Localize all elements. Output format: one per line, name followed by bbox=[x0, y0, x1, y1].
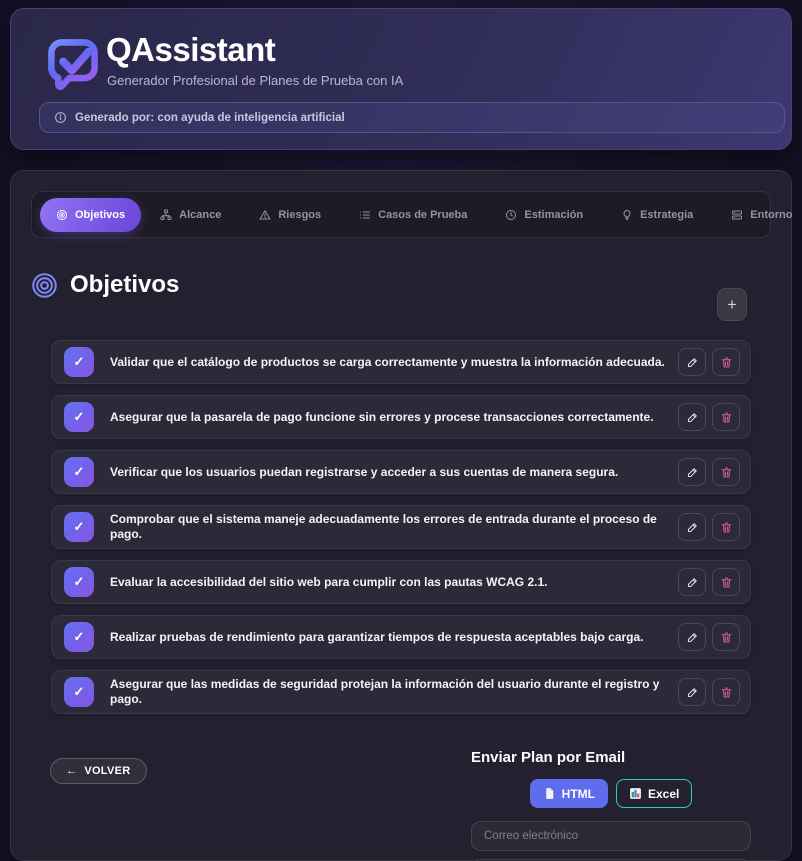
objective-checkbox[interactable]: ✓ bbox=[64, 677, 94, 707]
excel-chart-icon bbox=[630, 788, 641, 799]
edit-button[interactable] bbox=[678, 348, 706, 376]
email-input[interactable] bbox=[471, 821, 751, 851]
pencil-icon bbox=[687, 467, 697, 477]
delete-button[interactable] bbox=[712, 403, 740, 431]
trash-icon bbox=[721, 467, 731, 477]
tab-label: Estimación bbox=[524, 208, 584, 221]
header-card: QAssistant Generador Profesional de Plan… bbox=[10, 8, 792, 150]
tab-bar: Objetivos Alcance Riesgos Casos de Prueb… bbox=[31, 191, 792, 238]
tab-label: Casos de Prueba bbox=[378, 208, 468, 221]
objective-text: Realizar pruebas de rendimiento para gar… bbox=[110, 629, 644, 644]
objective-text: Asegurar que la pasarela de pago funcion… bbox=[110, 409, 654, 424]
list-icon bbox=[360, 211, 371, 218]
tab-label: Objetivos bbox=[75, 208, 126, 221]
delete-button[interactable] bbox=[712, 458, 740, 486]
target-icon bbox=[57, 209, 67, 220]
edit-button[interactable] bbox=[678, 458, 706, 486]
app-logo-chat-check-icon bbox=[43, 34, 103, 92]
app-title: QAssistant bbox=[106, 31, 276, 68]
objective-row: ✓ Realizar pruebas de rendimiento para g… bbox=[51, 615, 751, 659]
delete-button[interactable] bbox=[712, 623, 740, 651]
server-icon bbox=[732, 210, 743, 219]
objectives-list: ✓ Validar que el catálogo de productos s… bbox=[51, 340, 751, 725]
objective-row: ✓ Asegurar que las medidas de seguridad … bbox=[51, 670, 751, 714]
trash-icon bbox=[721, 522, 731, 532]
info-icon bbox=[55, 112, 66, 123]
tab-objetivos[interactable]: Objetivos bbox=[40, 197, 142, 232]
tab-label: Estrategia bbox=[640, 208, 694, 221]
edit-button[interactable] bbox=[678, 623, 706, 651]
send-excel-label: Excel bbox=[647, 786, 680, 801]
tab-label: Entorno bbox=[750, 208, 793, 221]
back-button[interactable]: ← VOLVER bbox=[50, 758, 147, 784]
warning-icon bbox=[259, 209, 271, 219]
target-bullseye-icon bbox=[32, 272, 57, 298]
pencil-icon bbox=[687, 357, 697, 367]
tab-label: Alcance bbox=[179, 208, 222, 221]
objective-checkbox[interactable]: ✓ bbox=[64, 402, 94, 432]
add-objective-button[interactable]: + bbox=[717, 288, 747, 321]
tab-estimacion[interactable]: Estimación bbox=[486, 198, 602, 232]
objective-checkbox[interactable]: ✓ bbox=[64, 512, 94, 542]
objective-checkbox[interactable]: ✓ bbox=[64, 457, 94, 487]
tab-riesgos[interactable]: Riesgos bbox=[240, 198, 340, 232]
objective-row: ✓ Comprobar que el sistema maneje adecua… bbox=[51, 505, 751, 549]
trash-icon bbox=[721, 412, 731, 422]
section-heading: Objetivos bbox=[31, 271, 179, 299]
tab-label: Riesgos bbox=[278, 208, 322, 221]
page-title: Objetivos bbox=[70, 271, 180, 298]
trash-icon bbox=[721, 632, 731, 642]
lightbulb-icon bbox=[623, 209, 631, 220]
objective-text: Evaluar la accesibilidad del sitio web p… bbox=[110, 574, 548, 589]
pencil-icon bbox=[687, 412, 697, 422]
delete-button[interactable] bbox=[712, 513, 740, 541]
main-card: Objetivos Alcance Riesgos Casos de Prueb… bbox=[10, 170, 792, 861]
tab-estrategia[interactable]: Estrategia bbox=[602, 198, 712, 232]
objective-text: Verificar que los usuarios puedan regist… bbox=[110, 464, 619, 479]
send-html-button[interactable]: HTML bbox=[529, 779, 608, 808]
arrow-left-icon: ← bbox=[66, 765, 78, 777]
objective-row: ✓ Evaluar la accesibilidad del sitio web… bbox=[51, 560, 751, 604]
sitemap-icon bbox=[160, 209, 172, 220]
app-subtitle: Generador Profesional de Planes de Prueb… bbox=[107, 73, 404, 88]
edit-button[interactable] bbox=[678, 403, 706, 431]
edit-button[interactable] bbox=[678, 568, 706, 596]
pencil-icon bbox=[687, 687, 697, 697]
email-section: Enviar Plan por Email HTML Excel bbox=[471, 749, 751, 861]
pencil-icon bbox=[687, 632, 697, 642]
email-section-title: Enviar Plan por Email bbox=[471, 749, 626, 766]
send-excel-button[interactable]: Excel bbox=[615, 779, 693, 808]
tab-casos-de-prueba[interactable]: Casos de Prueba bbox=[340, 198, 486, 232]
back-button-label: VOLVER bbox=[84, 765, 131, 777]
pencil-icon bbox=[687, 577, 697, 587]
pencil-icon bbox=[687, 522, 697, 532]
document-icon bbox=[545, 788, 553, 799]
generated-by-banner: Generado por: con ayuda de inteligencia … bbox=[39, 102, 785, 133]
objective-checkbox[interactable]: ✓ bbox=[64, 347, 94, 377]
delete-button[interactable] bbox=[712, 568, 740, 596]
tab-alcance[interactable]: Alcance bbox=[141, 198, 240, 232]
edit-button[interactable] bbox=[678, 678, 706, 706]
objective-text: Validar que el catálogo de productos se … bbox=[110, 354, 665, 369]
objective-row: ✓ Asegurar que la pasarela de pago funci… bbox=[51, 395, 751, 439]
tab-entorno[interactable]: Entorno bbox=[712, 198, 802, 232]
objective-checkbox[interactable]: ✓ bbox=[64, 622, 94, 652]
objective-checkbox[interactable]: ✓ bbox=[64, 567, 94, 597]
send-html-label: HTML bbox=[561, 786, 595, 801]
objective-text: Asegurar que las medidas de seguridad pr… bbox=[110, 677, 660, 706]
delete-button[interactable] bbox=[712, 678, 740, 706]
objective-row: ✓ Validar que el catálogo de productos s… bbox=[51, 340, 751, 384]
objective-row: ✓ Verificar que los usuarios puedan regi… bbox=[51, 450, 751, 494]
delete-button[interactable] bbox=[712, 348, 740, 376]
export-buttons-row: HTML Excel bbox=[471, 779, 751, 808]
edit-button[interactable] bbox=[678, 513, 706, 541]
trash-icon bbox=[721, 577, 731, 587]
objective-text: Comprobar que el sistema maneje adecuada… bbox=[110, 512, 657, 541]
generated-by-text: Generado por: con ayuda de inteligencia … bbox=[75, 111, 345, 124]
trash-icon bbox=[721, 687, 731, 697]
trash-icon bbox=[721, 357, 731, 367]
clock-icon bbox=[506, 209, 517, 220]
